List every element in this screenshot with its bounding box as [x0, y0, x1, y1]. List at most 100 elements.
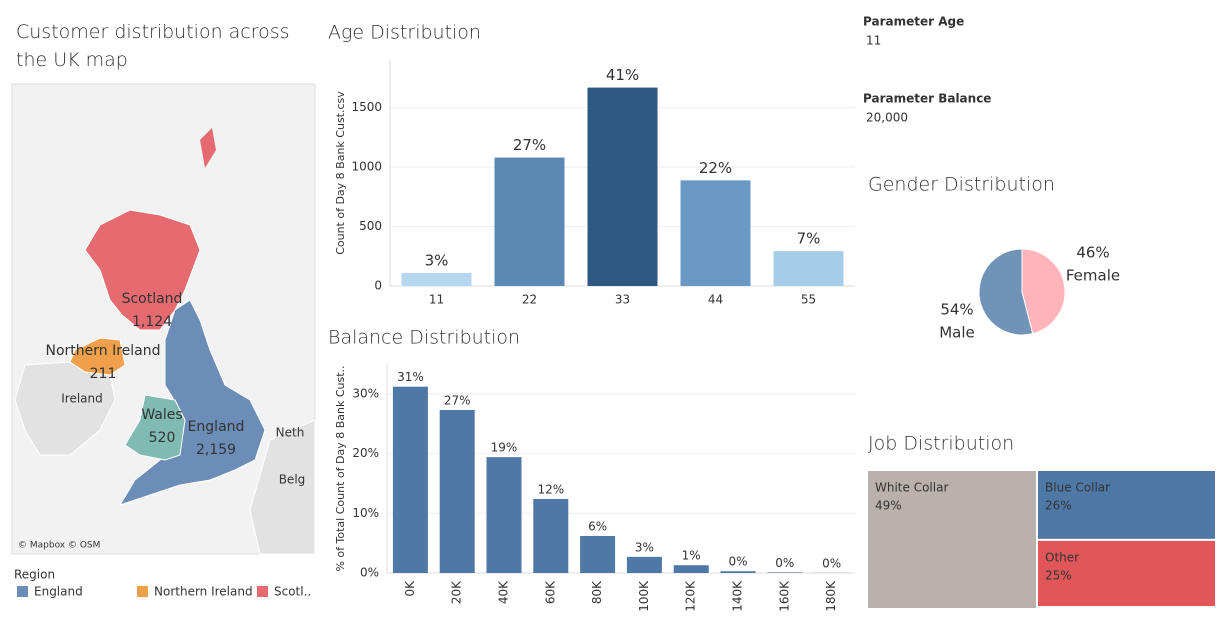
map-region	[124, 394, 186, 461]
parameter-value: 11	[866, 34, 881, 48]
data-label: 6%	[588, 519, 607, 533]
map-region	[69, 337, 126, 376]
y-tick-label: 20%	[352, 446, 379, 460]
x-tick-label: 140K	[731, 580, 745, 612]
bar	[626, 556, 662, 573]
map-credits: © Mapbox © OSM	[18, 541, 100, 551]
y-axis-title: % of Total Count of Day 8 Bank Cust..	[334, 365, 347, 571]
data-label: 22%	[699, 159, 732, 177]
bar	[392, 386, 428, 573]
x-tick-label: 60K	[543, 580, 557, 604]
data-label: 31%	[397, 370, 424, 384]
treemap-value-label: 26%	[1045, 499, 1072, 513]
region-label: England	[188, 419, 245, 435]
bar	[767, 572, 803, 573]
data-label: 3%	[425, 251, 449, 269]
legend-swatch	[17, 586, 28, 597]
x-tick-label: 80K	[590, 580, 604, 604]
data-label: 7%	[797, 230, 821, 248]
y-axis-title: Count of Day 8 Bank Cust.csv	[334, 91, 347, 255]
y-tick-label: 1500	[351, 100, 382, 114]
bar	[401, 272, 472, 286]
treemap-cell	[1038, 540, 1215, 606]
region-value-label: 520	[149, 430, 176, 446]
region-label: Northern Ireland	[45, 343, 160, 359]
treemap-value-label: 25%	[1045, 568, 1072, 582]
pie-value-label: 46%	[1076, 244, 1109, 262]
data-label: 27%	[444, 393, 471, 407]
data-label: 19%	[491, 441, 518, 455]
bar	[673, 565, 709, 573]
treemap-label: Other	[1045, 550, 1079, 564]
bar	[439, 409, 475, 573]
data-label: 0%	[775, 556, 794, 570]
chart-title: Balance Distribution	[328, 327, 520, 349]
pie-category-label: Male	[939, 324, 975, 342]
bar	[720, 571, 756, 573]
pie-category-label: Female	[1066, 267, 1120, 285]
y-tick-label: 0	[374, 279, 382, 293]
data-label: 0%	[822, 556, 841, 570]
legend-label: Northern Ireland	[154, 585, 253, 599]
bar	[580, 535, 616, 573]
pie-slice	[1021, 248, 1066, 335]
bar	[494, 157, 565, 286]
treemap-cell	[868, 471, 1037, 608]
legend-swatch	[257, 586, 268, 597]
x-tick-label: 11	[429, 293, 444, 307]
data-label: 0%	[728, 555, 747, 569]
chart-title: Gender Distribution	[868, 174, 1055, 196]
data-label: 3%	[635, 540, 654, 554]
bar	[680, 180, 751, 286]
data-label: 27%	[513, 136, 546, 154]
map-place-label: Belg	[279, 473, 306, 487]
bar	[533, 498, 569, 573]
x-tick-label: 160K	[777, 580, 791, 612]
pie-value-label: 54%	[940, 301, 973, 319]
x-tick-label: 120K	[684, 580, 698, 612]
map-place-label: Neth	[276, 426, 305, 440]
parameter-name: Parameter Balance	[863, 92, 991, 106]
bar	[773, 251, 844, 286]
y-tick-label: 10%	[352, 506, 379, 520]
map-region	[84, 209, 201, 331]
x-tick-label: 180K	[824, 580, 838, 612]
legend-label: Scotl..	[274, 585, 311, 599]
y-tick-label: 1000	[351, 160, 382, 174]
data-label: 1%	[682, 549, 701, 563]
x-tick-label: 44	[708, 293, 723, 307]
region-label: Scotland	[122, 291, 183, 307]
x-tick-label: 0K	[403, 580, 417, 597]
parameter-name: Parameter Age	[863, 15, 964, 29]
bar	[486, 457, 522, 573]
legend-swatch	[137, 586, 148, 597]
europe-land	[249, 419, 316, 555]
x-tick-label: 20K	[450, 580, 464, 604]
y-tick-label: 30%	[352, 386, 379, 400]
data-label: 41%	[606, 66, 639, 84]
legend-label: England	[34, 585, 83, 599]
treemap-label: Blue Collar	[1045, 481, 1110, 495]
treemap-value-label: 49%	[875, 499, 902, 513]
parameter-value: 20,000	[866, 111, 908, 125]
map-place-label: Ireland	[61, 392, 103, 406]
map-title: Customer distribution across the UK map	[16, 21, 290, 71]
x-tick-label: 33	[615, 293, 630, 307]
x-tick-label: 40K	[497, 580, 511, 604]
bar	[587, 87, 658, 286]
y-tick-label: 0%	[360, 566, 379, 580]
data-label: 12%	[537, 482, 564, 496]
region-value-label: 211	[90, 366, 117, 382]
legend-title: Region	[14, 568, 55, 582]
y-tick-label: 500	[359, 219, 382, 233]
region-label: Wales	[141, 407, 182, 423]
chart-title: Job Distribution	[868, 433, 1014, 455]
treemap-label: White Collar	[875, 481, 948, 495]
region-value-label: 1,124	[132, 314, 172, 330]
x-tick-label: 100K	[637, 580, 651, 612]
x-tick-label: 22	[522, 293, 537, 307]
region-value-label: 2,159	[196, 442, 236, 458]
chart-title: Age Distribution	[328, 22, 481, 44]
